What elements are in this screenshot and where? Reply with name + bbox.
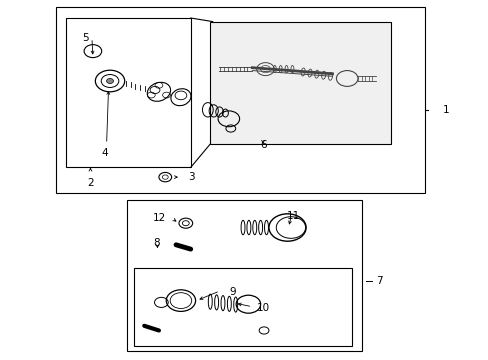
Text: 2: 2	[87, 178, 94, 188]
Text: 7: 7	[376, 276, 383, 286]
Bar	[134, 268, 351, 346]
Text: 10: 10	[256, 303, 269, 313]
Text: 8: 8	[153, 238, 160, 248]
Bar	[127, 200, 361, 351]
Circle shape	[106, 78, 113, 84]
Text: 12: 12	[153, 213, 166, 223]
Text: 9: 9	[229, 287, 236, 297]
Bar	[210, 22, 390, 144]
Text: 5: 5	[82, 33, 89, 43]
Text: 6: 6	[259, 140, 266, 150]
Text: 4: 4	[102, 148, 108, 158]
Text: 1: 1	[442, 105, 448, 115]
Bar	[56, 7, 425, 193]
Text: 3: 3	[188, 172, 195, 182]
Text: 11: 11	[286, 211, 300, 221]
Bar	[66, 18, 190, 167]
